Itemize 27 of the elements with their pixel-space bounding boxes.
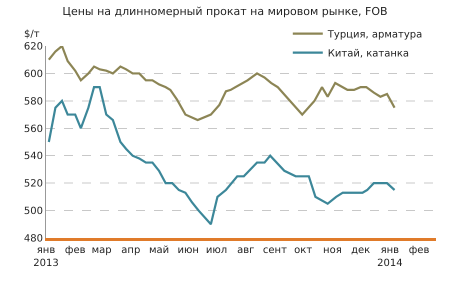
x-tick-label: июл (206, 245, 228, 256)
x-tick-label: авг (237, 245, 254, 256)
x-tick-label: янв 2013 (33, 245, 59, 269)
x-tick-label: апр (121, 245, 140, 256)
y-tick-label: 540 (24, 151, 43, 162)
x-tick-label: янв 2014 (377, 245, 403, 269)
x-tick-label: фев (408, 245, 430, 256)
chart-title: Цены на длинномерный прокат на мировом рынке, FOB (62, 5, 388, 18)
y-tick-label: 500 (24, 206, 43, 218)
y-tick-label: 600 (24, 68, 43, 80)
x-tick-label: мар (92, 245, 112, 256)
y-tick-label: 620 (24, 42, 43, 52)
line-series (48, 86, 396, 226)
x-tick-label: окт (294, 245, 312, 256)
x-tick-label: ноя (323, 245, 342, 256)
x-tick-label: дек (351, 245, 370, 256)
legend-label: Турция, арматура (326, 30, 422, 41)
y-tick-label: 520 (24, 178, 43, 190)
x-tick-label: сент (262, 245, 288, 256)
y-tick-label: 480 (24, 234, 43, 244)
x-tick-label: май (148, 245, 170, 256)
y-tick-label: 580 (24, 96, 43, 108)
x-tick-label: июн (178, 245, 199, 256)
legend-label: Китай, катанка (328, 48, 410, 60)
y-tick-label: 560 (24, 124, 43, 135)
y-axis-title: $/т (24, 29, 40, 40)
x-tick-label: фев (64, 245, 86, 256)
